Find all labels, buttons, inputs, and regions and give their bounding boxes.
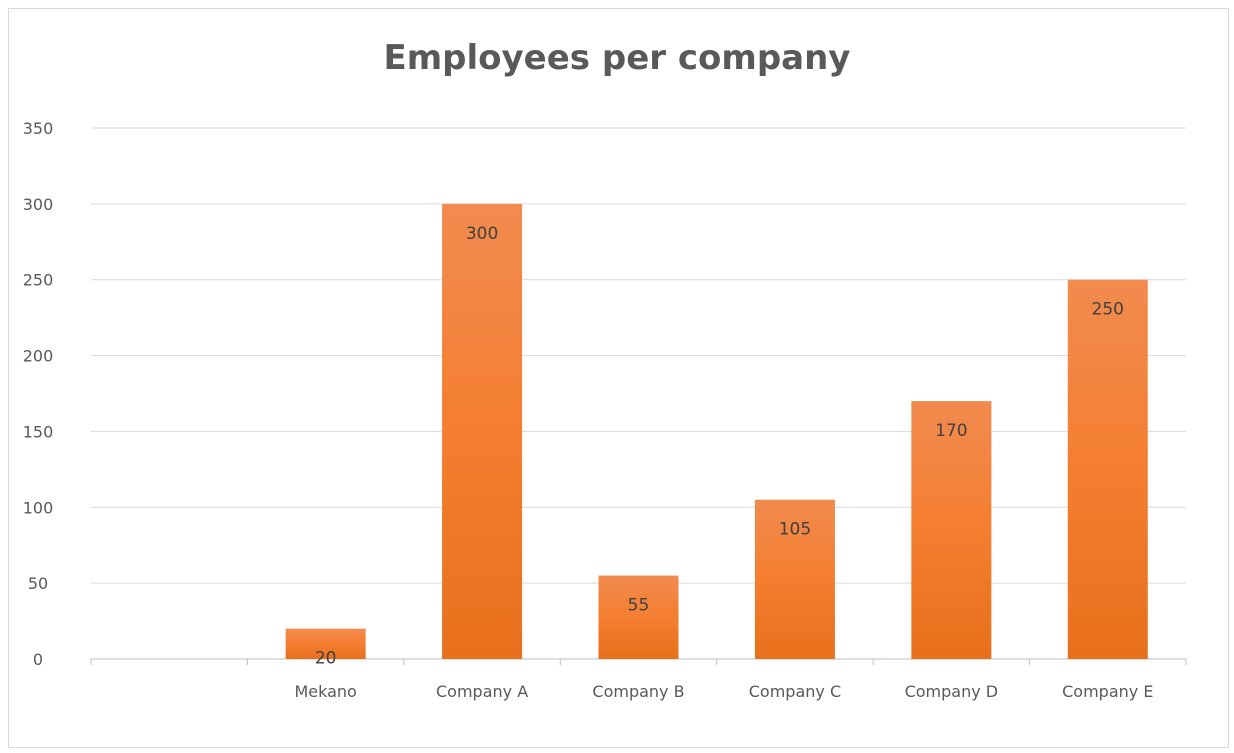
x-axis	[90, 658, 1187, 665]
data-label: 300	[466, 224, 498, 244]
data-label: 20	[315, 649, 337, 669]
y-tick-label: 250	[23, 271, 54, 290]
y-tick-label: 100	[23, 498, 54, 517]
bar	[754, 499, 835, 659]
bar	[598, 575, 679, 659]
data-label: 250	[1092, 300, 1124, 320]
x-tick-label: Company B	[592, 682, 684, 701]
y-tick-label: 150	[23, 422, 54, 441]
x-tick-label: Company E	[1062, 682, 1153, 701]
bar	[442, 203, 523, 659]
data-label: 55	[628, 596, 650, 616]
x-tick-label: Company D	[905, 682, 999, 701]
x-tick-label: Company A	[436, 682, 528, 701]
x-tick-label: Mekano	[294, 682, 356, 701]
chart-title: Employees per company	[383, 38, 851, 78]
bar	[1067, 279, 1148, 659]
y-tick-label: 350	[23, 119, 54, 138]
y-tick-label: 300	[23, 195, 54, 214]
bars	[285, 203, 1148, 659]
x-tick-label: Company C	[749, 682, 841, 701]
labels: 0 50 100 150 200 250 300 350 20 Mekano 300 Company …	[23, 119, 1154, 701]
bar	[285, 628, 366, 659]
y-tick-label: 50	[28, 574, 48, 593]
bar	[911, 401, 992, 659]
y-tick-label: 200	[23, 347, 54, 366]
data-label: 105	[779, 520, 811, 540]
gridlines	[91, 127, 1186, 584]
y-tick-label: 0	[33, 650, 43, 669]
data-label: 170	[935, 421, 967, 441]
